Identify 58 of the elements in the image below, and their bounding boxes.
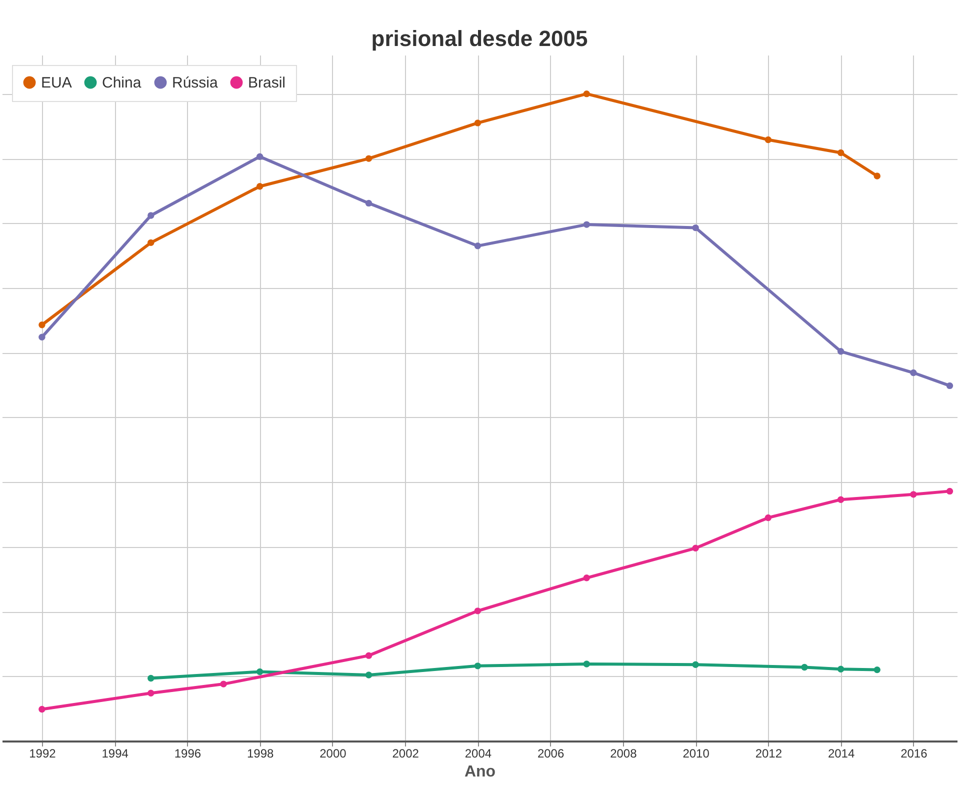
point (474, 120, 482, 126)
point (692, 544, 699, 552)
x-tick-label: 2014 (828, 746, 855, 760)
x-tick-label: 2008 (610, 746, 638, 760)
x-tick-label: 2016 (900, 746, 928, 760)
point (837, 348, 844, 355)
point (474, 662, 482, 670)
point (474, 242, 482, 250)
point (148, 674, 154, 682)
point (874, 666, 880, 674)
point (910, 369, 917, 376)
point (38, 322, 46, 328)
x-tick-label: 2006 (537, 746, 564, 760)
point (946, 488, 954, 495)
point (801, 664, 808, 671)
point (692, 661, 699, 668)
point (692, 224, 699, 232)
x-tick-label: 1992 (29, 746, 56, 760)
point (583, 660, 590, 668)
point (365, 652, 372, 659)
point (910, 491, 917, 498)
point (256, 153, 264, 160)
point (148, 212, 154, 219)
point (148, 690, 154, 696)
chart-title: prisional desde 2005 (371, 26, 588, 51)
point (583, 574, 590, 582)
legend-label: China (102, 74, 142, 92)
point (583, 90, 590, 98)
legend-label: Brasil (248, 74, 286, 92)
point (764, 136, 772, 144)
point (256, 183, 264, 190)
x-tick-label: 1998 (246, 746, 274, 760)
point (256, 668, 264, 676)
x-tick-label: 2000 (320, 746, 347, 760)
x-tick-label: 1994 (102, 746, 129, 760)
point (837, 666, 844, 673)
point (220, 680, 227, 688)
point (365, 155, 372, 162)
legend-label: Rússia (172, 74, 219, 92)
point (764, 514, 772, 522)
x-tick-label: 2004 (464, 746, 492, 760)
point (38, 706, 46, 713)
x-tick-label: 2012 (755, 746, 782, 760)
x-tick-label: 1996 (174, 746, 202, 760)
point (837, 149, 844, 156)
legend-label: EUA (41, 74, 72, 92)
point (148, 239, 154, 246)
point (583, 221, 590, 228)
point (365, 200, 372, 207)
point (946, 382, 954, 390)
point (874, 172, 880, 180)
point (837, 496, 844, 503)
x-tick-label: 2002 (392, 746, 420, 760)
point (474, 608, 482, 614)
point (38, 334, 46, 341)
point (365, 672, 372, 678)
x-axis-title: Ano (464, 764, 496, 780)
x-tick-label: 2010 (682, 746, 710, 760)
